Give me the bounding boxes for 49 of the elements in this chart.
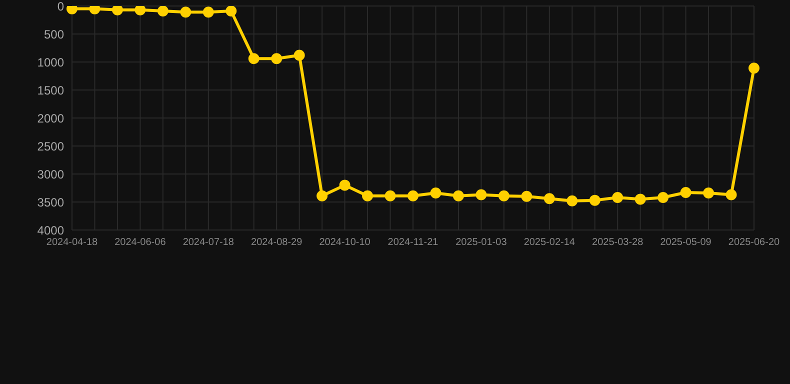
- point: [566, 195, 578, 206]
- point: [294, 50, 305, 61]
- point: [384, 190, 396, 202]
- point: [658, 192, 669, 204]
- point: [589, 194, 600, 206]
- point: [248, 53, 260, 64]
- point: [180, 6, 192, 18]
- y-tick-label: 2000: [37, 111, 64, 126]
- x-tick-label: 2025-06-20: [728, 237, 780, 248]
- point: [521, 190, 532, 202]
- x-tick-label: 2024-04-18: [46, 237, 98, 248]
- y-tick-label: 2500: [37, 139, 64, 154]
- point: [452, 190, 464, 202]
- point: [726, 189, 737, 200]
- point: [634, 194, 646, 205]
- point: [748, 62, 760, 74]
- x-tick-label: 2024-08-29: [251, 237, 303, 248]
- point: [226, 6, 237, 17]
- y-tick-label: 500: [44, 27, 64, 42]
- point: [544, 193, 555, 204]
- point: [612, 192, 624, 204]
- point: [703, 188, 714, 199]
- x-tick-label: 2024-06-06: [114, 237, 166, 248]
- y-tick-label: 1500: [37, 83, 64, 98]
- x-tick-label: 2025-02-14: [524, 237, 576, 248]
- point: [112, 6, 123, 16]
- point: [316, 190, 328, 202]
- x-tick-label: 2025-05-09: [660, 237, 712, 248]
- point: [498, 190, 510, 202]
- y-tick-label: 4000: [37, 223, 64, 238]
- point: [476, 189, 487, 200]
- point: [271, 53, 282, 64]
- point: [680, 186, 692, 198]
- y-tick-label: 3500: [37, 195, 64, 210]
- point: [362, 190, 374, 202]
- x-tick-label: 2025-03-28: [592, 237, 644, 248]
- x-tick-label: 2024-07-18: [182, 237, 234, 248]
- x-tick-label: 2024-10-10: [319, 237, 371, 248]
- point: [157, 6, 168, 17]
- point: [430, 188, 442, 199]
- y-tick-label: 0: [57, 0, 64, 14]
- point: [339, 180, 350, 191]
- y-tick-label: 3000: [37, 167, 64, 182]
- point: [408, 190, 418, 202]
- point: [202, 6, 214, 18]
- x-tick-label: 2025-01-03: [456, 237, 508, 248]
- x-tick-label: 2024-11-21: [388, 237, 439, 248]
- y-tick-label: 1000: [37, 55, 64, 70]
- point: [134, 6, 146, 16]
